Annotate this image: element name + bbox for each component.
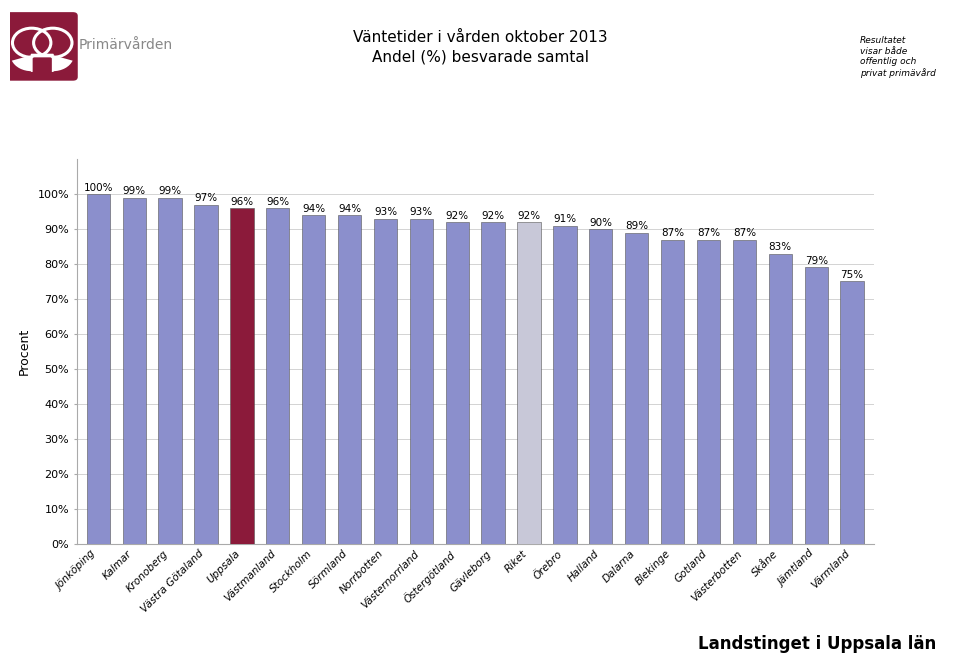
FancyBboxPatch shape <box>31 54 54 72</box>
Bar <box>769 253 792 544</box>
Text: 100%: 100% <box>84 183 113 193</box>
Bar <box>697 239 720 544</box>
Bar <box>625 233 648 544</box>
Bar <box>553 225 577 544</box>
Text: 99%: 99% <box>123 186 146 196</box>
Bar <box>732 239 756 544</box>
Bar <box>338 215 361 544</box>
Text: Landstinget i Uppsala län: Landstinget i Uppsala län <box>698 635 936 653</box>
Bar <box>194 205 218 544</box>
Bar <box>589 229 612 544</box>
Bar <box>840 282 864 544</box>
Text: 92%: 92% <box>517 211 540 221</box>
Bar <box>410 219 433 544</box>
Text: 83%: 83% <box>769 242 792 252</box>
Text: 93%: 93% <box>410 207 433 217</box>
Text: Primärvården: Primärvården <box>79 38 173 52</box>
Bar <box>804 267 828 544</box>
Bar <box>302 215 325 544</box>
Bar <box>482 222 505 544</box>
Text: 99%: 99% <box>158 186 181 196</box>
Text: 97%: 97% <box>195 193 218 203</box>
Text: 93%: 93% <box>373 207 397 217</box>
Text: 92%: 92% <box>445 211 468 221</box>
Bar <box>123 198 146 544</box>
Text: 96%: 96% <box>266 197 289 207</box>
Text: 75%: 75% <box>841 270 864 280</box>
Bar <box>266 208 290 544</box>
Text: 94%: 94% <box>302 204 325 213</box>
Wedge shape <box>12 55 52 71</box>
Bar <box>445 222 468 544</box>
Text: 79%: 79% <box>804 256 828 266</box>
Text: Andel (%) besvarade samtal: Andel (%) besvarade samtal <box>372 50 588 65</box>
FancyBboxPatch shape <box>33 58 52 74</box>
Bar <box>158 198 181 544</box>
FancyBboxPatch shape <box>6 12 78 81</box>
Bar <box>86 194 110 544</box>
Text: 94%: 94% <box>338 204 361 213</box>
Text: 89%: 89% <box>625 221 648 231</box>
Bar <box>373 219 397 544</box>
Text: 87%: 87% <box>732 228 756 238</box>
Wedge shape <box>33 55 73 71</box>
Bar <box>230 208 253 544</box>
Text: 90%: 90% <box>589 217 612 227</box>
Bar <box>517 222 540 544</box>
Bar <box>660 239 684 544</box>
Y-axis label: Procent: Procent <box>17 328 31 375</box>
Text: 92%: 92% <box>482 211 505 221</box>
Text: 87%: 87% <box>697 228 720 238</box>
Text: 96%: 96% <box>230 197 253 207</box>
Text: Resultatet
visar både
offentlig och
privat primävård: Resultatet visar både offentlig och priv… <box>860 36 936 78</box>
Text: Väntetider i vården oktober 2013: Väntetider i vården oktober 2013 <box>352 30 608 45</box>
Text: 87%: 87% <box>661 228 684 238</box>
Text: 91%: 91% <box>553 214 577 224</box>
